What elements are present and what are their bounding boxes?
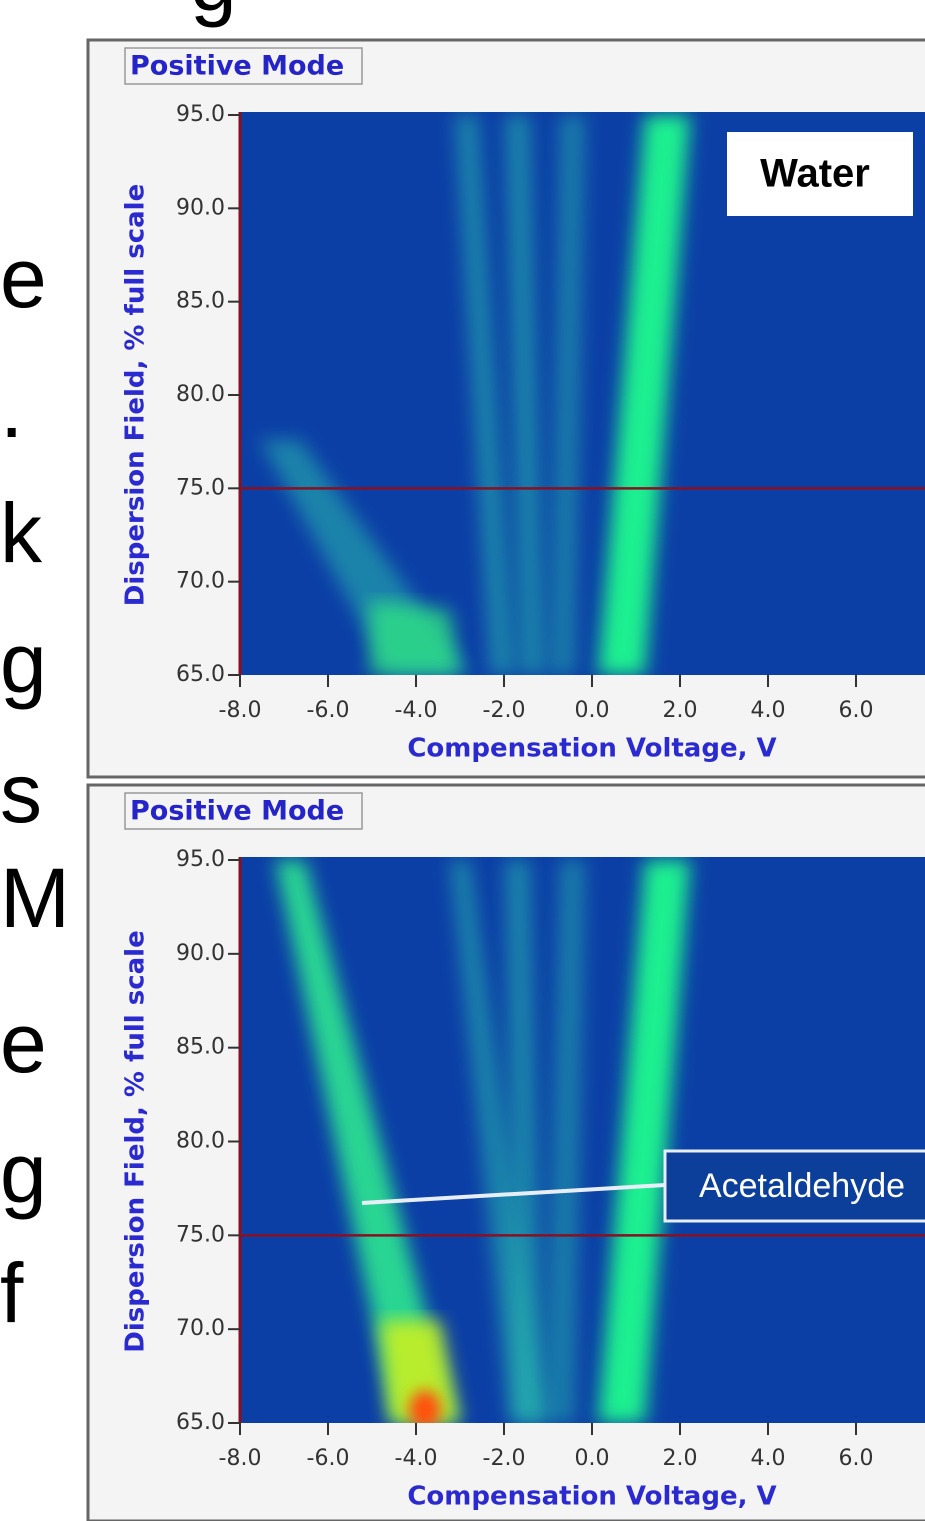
intensity-band <box>455 115 515 675</box>
chart-title: Positive Mode <box>130 51 344 82</box>
intensity-band <box>505 860 545 1423</box>
heatmap <box>240 857 925 1423</box>
slide-text-fragment: e <box>0 996 47 1090</box>
x-tick-label: -8.0 <box>219 698 262 723</box>
chart-panel: Positive Mode 65.0 70.0 75.0 80.0 85.0 90.0 95.… <box>86 38 925 779</box>
intensity-peak <box>409 1390 441 1423</box>
x-tick-label: -2.0 <box>483 698 526 723</box>
x-tick-label: 0.0 <box>575 698 610 723</box>
annotation-box <box>663 1149 925 1223</box>
title-tab <box>124 47 363 85</box>
y-tick-label: 90.0 <box>176 195 225 220</box>
intensity-band <box>598 115 690 675</box>
annotation-leader <box>361 1183 666 1205</box>
intensity-band <box>550 115 585 675</box>
x-tick-label: 4.0 <box>751 1446 786 1471</box>
intensity-band <box>598 860 690 1423</box>
y-tick-label: 80.0 <box>176 382 225 407</box>
slide-text-fragment: g <box>190 0 237 28</box>
x-tick-label: -6.0 <box>307 1446 350 1471</box>
intensity-band <box>380 1320 460 1423</box>
x-tick-label: 0.0 <box>575 1446 610 1471</box>
y-tick-label: 70.0 <box>176 1316 225 1341</box>
y-tick-label: 65.0 <box>176 662 225 687</box>
x-tick-label: 6.0 <box>839 1446 874 1471</box>
intensity-band <box>275 860 455 1423</box>
y-tick-label: 85.0 <box>176 1035 225 1060</box>
title-tab <box>124 792 363 830</box>
slide-text-fragment: e <box>0 231 47 325</box>
y-tick-label: 75.0 <box>176 1222 225 1247</box>
slide-text-fragment: g <box>0 616 47 710</box>
y-tick-label: 65.0 <box>176 1410 225 1435</box>
x-tick-label: 4.0 <box>751 698 786 723</box>
x-axis-label: Compensation Voltage, V <box>407 1482 776 1512</box>
slide-text-fragment: k <box>0 486 43 580</box>
x-tick-label: 6.0 <box>839 698 874 723</box>
x-tick-label: -4.0 <box>395 698 438 723</box>
chart-panel: Positive Mode 65.0 70.0 75.0 80.0 85.0 90.0 95.… <box>86 783 925 1521</box>
annotation-text: Acetaldehyde <box>699 1167 905 1205</box>
intensity-band <box>545 860 585 1423</box>
slide-text-fragment: g <box>0 1126 47 1220</box>
x-tick-label: -6.0 <box>307 698 350 723</box>
slide-text-fragment: . <box>0 361 23 455</box>
x-tick-label: 2.0 <box>663 1446 698 1471</box>
y-tick-label: 70.0 <box>176 569 225 594</box>
slide-text-fragment: f <box>0 1246 24 1340</box>
x-tick-label: -8.0 <box>219 1446 262 1471</box>
y-tick-label: 95.0 <box>176 102 225 127</box>
y-tick-label: 90.0 <box>176 941 225 966</box>
slide-text-fragment: s <box>0 746 42 840</box>
y-tick-label: 80.0 <box>176 1129 225 1154</box>
annotation-text: Water <box>760 152 870 196</box>
intensity-band <box>370 600 460 675</box>
chart-title: Positive Mode <box>130 796 344 827</box>
y-axis-label: Dispersion Field, % full scale <box>121 930 151 1352</box>
x-tick-label: 2.0 <box>663 698 698 723</box>
y-axis-label: Dispersion Field, % full scale <box>121 184 151 606</box>
x-tick-label: -4.0 <box>395 1446 438 1471</box>
intensity-band <box>505 115 545 675</box>
y-tick-label: 85.0 <box>176 289 225 314</box>
heatmap <box>240 112 925 675</box>
y-tick-label: 95.0 <box>176 847 225 872</box>
slide-text-fragment: M <box>0 851 70 945</box>
x-axis-label: Compensation Voltage, V <box>407 734 776 764</box>
annotation-box <box>727 132 913 216</box>
x-tick-label: -2.0 <box>483 1446 526 1471</box>
y-tick-label: 75.0 <box>176 475 225 500</box>
